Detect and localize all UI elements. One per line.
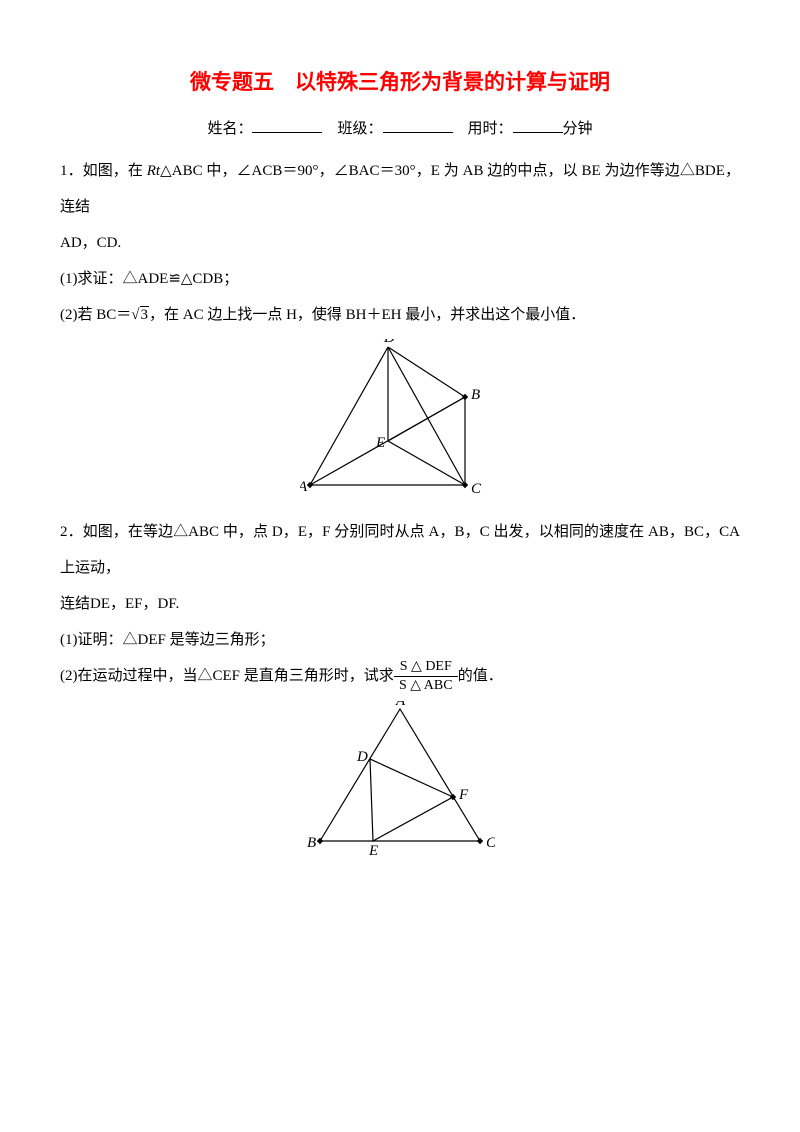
fraction: S △ DEFS △ ABC: [394, 659, 458, 696]
svg-text:E: E: [368, 843, 378, 859]
svg-text:E: E: [375, 435, 385, 451]
q1-text-b: △ABC 中，∠ACB＝90°，∠BAC＝30°，E 为 AB 边的中点，以 B…: [60, 163, 740, 215]
q1-figure: A B C D E: [60, 339, 740, 508]
class-label: 班级：: [337, 121, 382, 137]
q1-text-a: 如图，在: [83, 163, 147, 179]
q1-p2-a: (2)若 BC＝: [60, 307, 131, 323]
q1-stem-line2: AD，CD.: [60, 225, 740, 261]
q2-text-a: 如图，在等边△ABC 中，点 D，E，F 分别同时从点 A，B，C 出发，以相同…: [60, 524, 740, 576]
svg-text:F: F: [458, 787, 469, 803]
q2-figure: A B C D E F: [60, 701, 740, 865]
svg-text:B: B: [307, 835, 316, 851]
name-label: 姓名：: [207, 121, 252, 137]
minutes-label: 分钟: [563, 121, 593, 137]
q2-p2-a: (2)在运动过程中，当△CEF 是直角三角形时，试求: [60, 668, 394, 684]
svg-text:D: D: [356, 749, 368, 765]
svg-text:C: C: [486, 835, 495, 851]
class-blank: [383, 117, 453, 133]
svg-text:B: B: [471, 387, 480, 403]
page-title: 微专题五 以特殊三角形为背景的计算与证明: [60, 68, 740, 97]
frac-denominator: S △ ABC: [394, 677, 458, 695]
q2-stem-line1: 2．如图，在等边△ABC 中，点 D，E，F 分别同时从点 A，B，C 出发，以…: [60, 514, 740, 586]
frac-numerator: S △ DEF: [394, 659, 458, 678]
q1-part1: (1)求证：△ADE≌△CDB；: [60, 261, 740, 297]
sqrt3: √3: [131, 297, 149, 333]
time-blank: [513, 117, 563, 133]
student-info-line: 姓名： 班级： 用时： 分钟: [60, 111, 740, 147]
q1-p2-b: ，在 AC 边上找一点 H，使得 BH＋EH 最小，并求出这个最小值．: [149, 307, 585, 323]
q2-stem-line2: 连结DE，EF，DF.: [60, 586, 740, 622]
svg-text:A: A: [395, 701, 406, 709]
q1-stem-line1: 1．如图，在 Rt△ABC 中，∠ACB＝90°，∠BAC＝30°，E 为 AB…: [60, 153, 740, 225]
time-label: 用时：: [468, 121, 513, 137]
q2-p2-b: 的值．: [458, 668, 503, 684]
q2-part1: (1)证明：△DEF 是等边三角形；: [60, 622, 740, 658]
svg-text:D: D: [383, 339, 395, 346]
page: 微专题五 以特殊三角形为背景的计算与证明 姓名： 班级： 用时：分钟 1．如图，…: [0, 0, 800, 1132]
svg-text:C: C: [471, 481, 482, 497]
q2-number: 2．: [60, 524, 83, 540]
q2-part2: (2)在运动过程中，当△CEF 是直角三角形时，试求S △ DEFS △ ABC…: [60, 658, 740, 695]
q1-rt: Rt: [147, 163, 160, 179]
svg-text:A: A: [300, 479, 308, 495]
q1-number: 1．: [60, 163, 83, 179]
q1-part2: (2)若 BC＝√3，在 AC 边上找一点 H，使得 BH＋EH 最小，并求出这…: [60, 297, 740, 333]
name-blank: [252, 117, 322, 133]
